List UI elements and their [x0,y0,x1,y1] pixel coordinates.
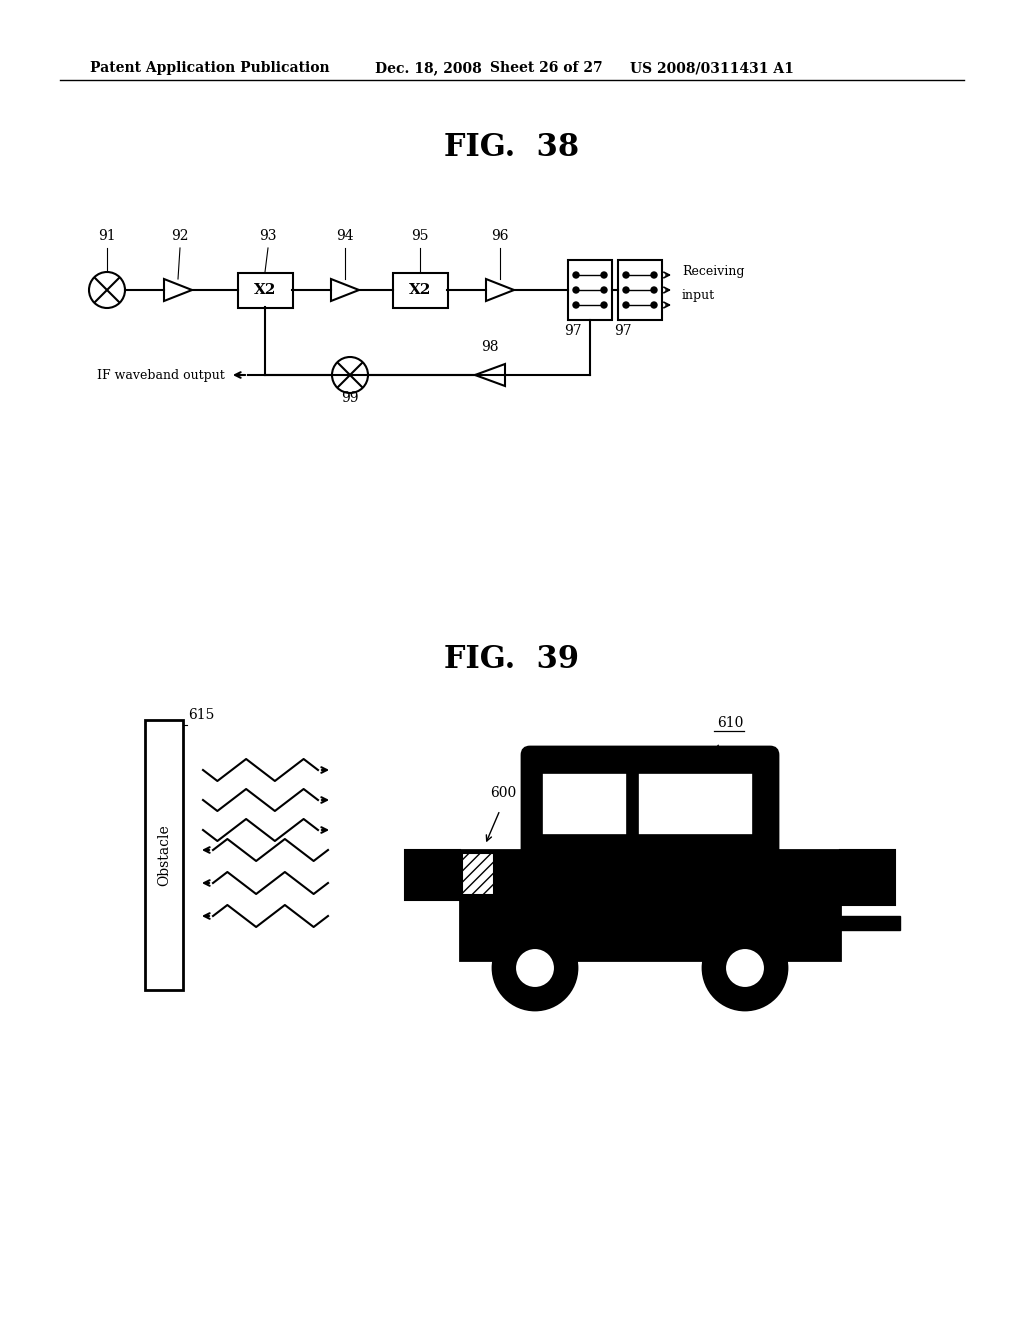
Circle shape [601,302,607,308]
Text: X2: X2 [409,282,431,297]
Text: US 2008/0311431 A1: US 2008/0311431 A1 [630,61,794,75]
Circle shape [601,286,607,293]
Text: input: input [682,289,715,301]
Text: Patent Application Publication: Patent Application Publication [90,61,330,75]
Text: 96: 96 [492,228,509,243]
Text: 610: 610 [717,715,743,730]
Text: FIG.  39: FIG. 39 [444,644,580,676]
Text: 92: 92 [171,228,188,243]
Bar [568,260,612,319]
Text: 600: 600 [489,785,516,800]
Text: 615: 615 [188,708,214,722]
Circle shape [623,302,629,308]
Bar [840,850,895,906]
Text: 97: 97 [614,323,632,338]
Bar [406,850,460,900]
Circle shape [623,286,629,293]
Bar [392,272,447,308]
Circle shape [651,286,657,293]
Circle shape [623,272,629,279]
Circle shape [601,272,607,279]
Text: IF waveband output: IF waveband output [97,368,225,381]
Text: 98: 98 [481,341,499,354]
Bar [840,916,900,931]
Text: Dec. 18, 2008: Dec. 18, 2008 [375,61,481,75]
Text: Receiving: Receiving [682,265,744,279]
Text: FIG.  38: FIG. 38 [444,132,580,164]
Bar [638,774,753,836]
Circle shape [651,302,657,308]
Circle shape [515,948,555,987]
Circle shape [573,272,579,279]
Text: 93: 93 [259,228,276,243]
Bar [462,853,494,895]
Circle shape [703,927,787,1010]
Circle shape [573,302,579,308]
Circle shape [651,272,657,279]
Text: 97: 97 [564,323,582,338]
Circle shape [725,948,765,987]
FancyBboxPatch shape [522,747,778,863]
Bar [618,260,662,319]
Text: 99: 99 [341,391,358,405]
Circle shape [573,286,579,293]
Bar [238,272,293,308]
Circle shape [493,927,577,1010]
Text: 91: 91 [98,228,116,243]
Bar [460,850,840,960]
Bar [145,719,183,990]
Text: 95: 95 [412,228,429,243]
Bar [542,774,627,836]
Text: Obstacle: Obstacle [157,824,171,886]
Text: Sheet 26 of 27: Sheet 26 of 27 [490,61,603,75]
Text: 94: 94 [336,228,354,243]
Text: X2: X2 [254,282,276,297]
